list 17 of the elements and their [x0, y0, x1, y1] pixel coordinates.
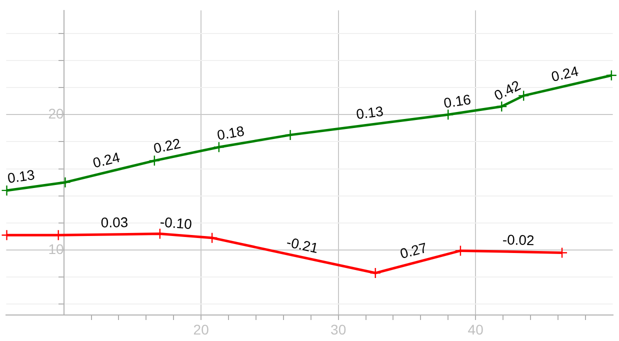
x-tick-label: 30 — [330, 321, 346, 338]
annotation: 0.42 — [492, 76, 524, 104]
annotation: 0.13 — [355, 102, 384, 122]
annotation: 0.13 — [6, 166, 36, 186]
annotation: 0.16 — [442, 91, 472, 111]
annotation: -0.10 — [159, 214, 193, 232]
annotation: 0.22 — [152, 135, 182, 156]
annotation: 0.24 — [91, 148, 122, 171]
annotation: 0.27 — [398, 239, 429, 262]
annotation: 0.03 — [100, 214, 128, 230]
y-tick-label: 10 — [48, 240, 64, 257]
annotation: 0.24 — [550, 62, 580, 85]
x-tick-label: 20 — [193, 321, 210, 338]
x-tick-label: 40 — [468, 321, 484, 338]
annotation: 0.18 — [216, 122, 246, 144]
annotation: -0.21 — [285, 234, 320, 256]
annotation: -0.02 — [502, 231, 535, 248]
